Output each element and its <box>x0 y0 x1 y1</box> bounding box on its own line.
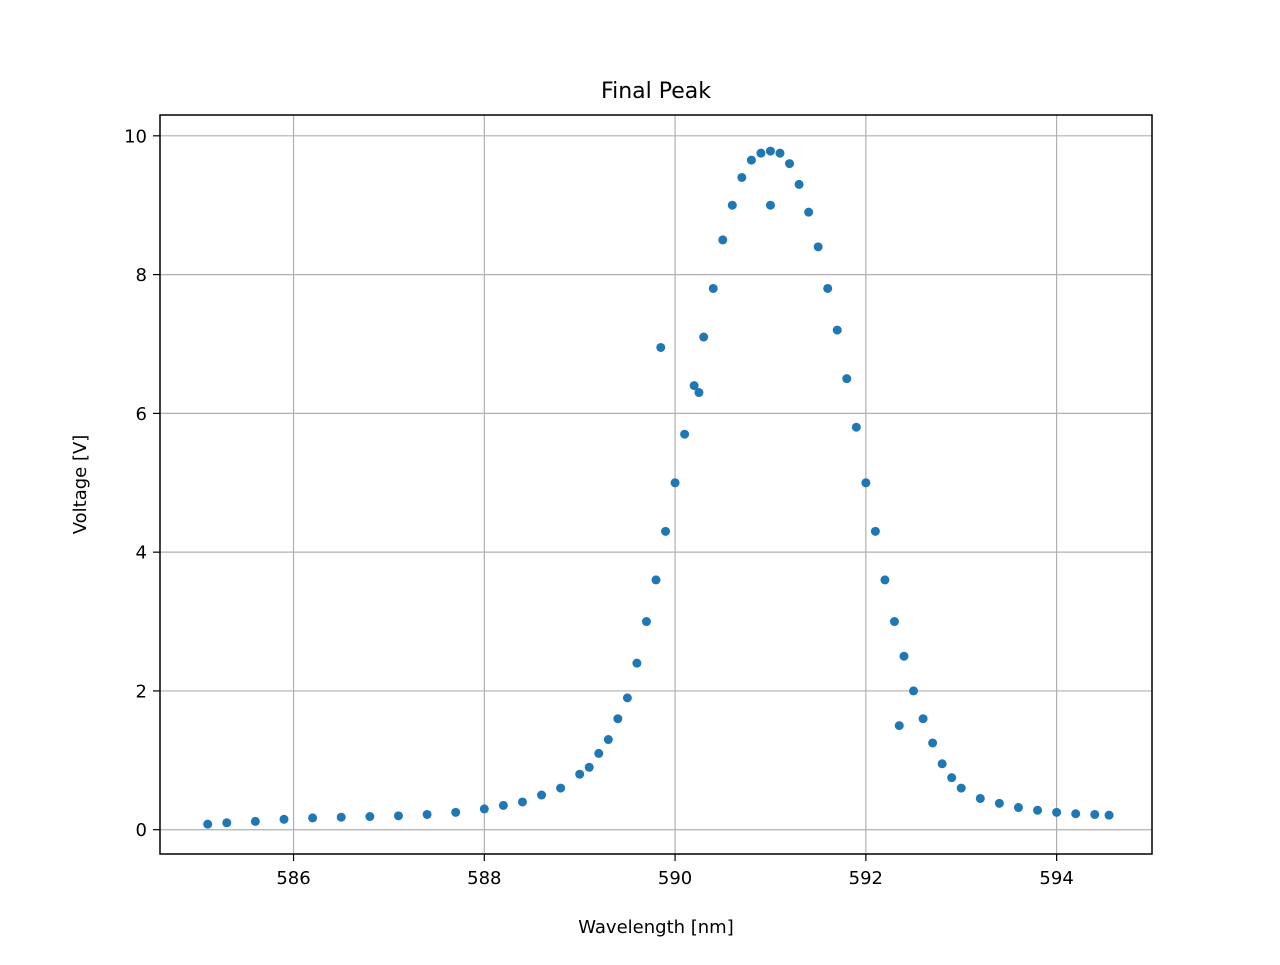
data-point <box>899 651 909 661</box>
data-point <box>622 693 632 703</box>
data-point <box>689 381 699 391</box>
data-point <box>928 738 938 748</box>
data-point <box>556 783 566 793</box>
data-point <box>718 235 728 245</box>
y-tick-label: 0 <box>136 820 147 841</box>
data-point <box>909 686 919 696</box>
data-point <box>250 816 260 826</box>
data-point <box>451 807 461 817</box>
data-point <box>813 242 823 252</box>
data-point <box>1052 807 1062 817</box>
data-point <box>279 814 289 824</box>
x-axis-label: Wavelength [nm] <box>578 917 734 938</box>
data-point <box>594 748 604 758</box>
data-point <box>994 798 1004 808</box>
data-point <box>794 179 804 189</box>
data-point <box>694 388 704 398</box>
data-point <box>656 342 666 352</box>
data-point <box>670 478 680 488</box>
y-tick-label: 6 <box>136 404 147 425</box>
data-point <box>308 813 318 823</box>
data-point <box>1090 809 1100 819</box>
data-point <box>537 790 547 800</box>
data-point <box>947 773 957 783</box>
data-point <box>956 783 966 793</box>
x-tick-label: 588 <box>467 868 501 889</box>
axis-ticks: 586 588 590 592 594 0 2 4 6 8 10 <box>124 126 1074 889</box>
data-point <box>575 769 585 779</box>
data-point <box>680 429 690 439</box>
data-point <box>861 478 871 488</box>
data-point <box>1033 805 1043 815</box>
data-point <box>894 721 904 731</box>
data-point <box>765 146 775 156</box>
data-point <box>422 809 432 819</box>
data-point <box>756 148 766 158</box>
y-tick-label: 8 <box>136 265 147 286</box>
data-point <box>823 283 833 293</box>
x-tick-label: 594 <box>1039 868 1073 889</box>
data-point <box>746 155 756 165</box>
plot-area-frame <box>159 114 1153 855</box>
data-point <box>775 148 785 158</box>
data-point <box>613 714 623 724</box>
data-point <box>222 818 232 828</box>
x-tick-label: 586 <box>276 868 310 889</box>
data-point <box>765 200 775 210</box>
data-point <box>1013 803 1023 813</box>
data-point <box>603 735 613 745</box>
data-point <box>804 207 814 217</box>
data-point <box>632 658 642 668</box>
data-point <box>699 332 709 342</box>
data-point <box>203 819 213 829</box>
data-point <box>785 159 795 169</box>
data-point <box>737 172 747 182</box>
data-point <box>1071 809 1081 819</box>
y-tick-label: 10 <box>124 126 147 147</box>
data-point <box>479 804 489 814</box>
y-axis-label: Voltage [V] <box>70 435 91 535</box>
y-tick-label: 4 <box>136 543 147 564</box>
data-point <box>336 812 346 822</box>
data-point <box>937 759 947 769</box>
data-point <box>708 283 718 293</box>
x-tick-label: 590 <box>658 868 692 889</box>
data-points <box>203 146 1114 829</box>
data-point <box>918 714 928 724</box>
data-point <box>832 325 842 335</box>
data-point <box>1104 810 1114 820</box>
data-point <box>517 797 527 807</box>
data-point <box>393 811 403 821</box>
y-tick-label: 2 <box>136 681 147 702</box>
data-point <box>727 200 737 210</box>
chart-title: Final Peak <box>601 79 711 104</box>
data-point <box>498 800 508 810</box>
data-point <box>661 526 671 536</box>
x-tick-label: 592 <box>849 868 883 889</box>
data-point <box>975 793 985 803</box>
data-point <box>851 422 861 432</box>
data-point <box>584 762 594 772</box>
data-point <box>889 617 899 627</box>
data-point <box>842 374 852 384</box>
data-point <box>651 575 661 585</box>
data-point <box>641 617 651 627</box>
data-point <box>870 526 880 536</box>
grid-lines <box>160 115 1152 854</box>
data-point <box>880 575 890 585</box>
data-point <box>365 812 375 822</box>
